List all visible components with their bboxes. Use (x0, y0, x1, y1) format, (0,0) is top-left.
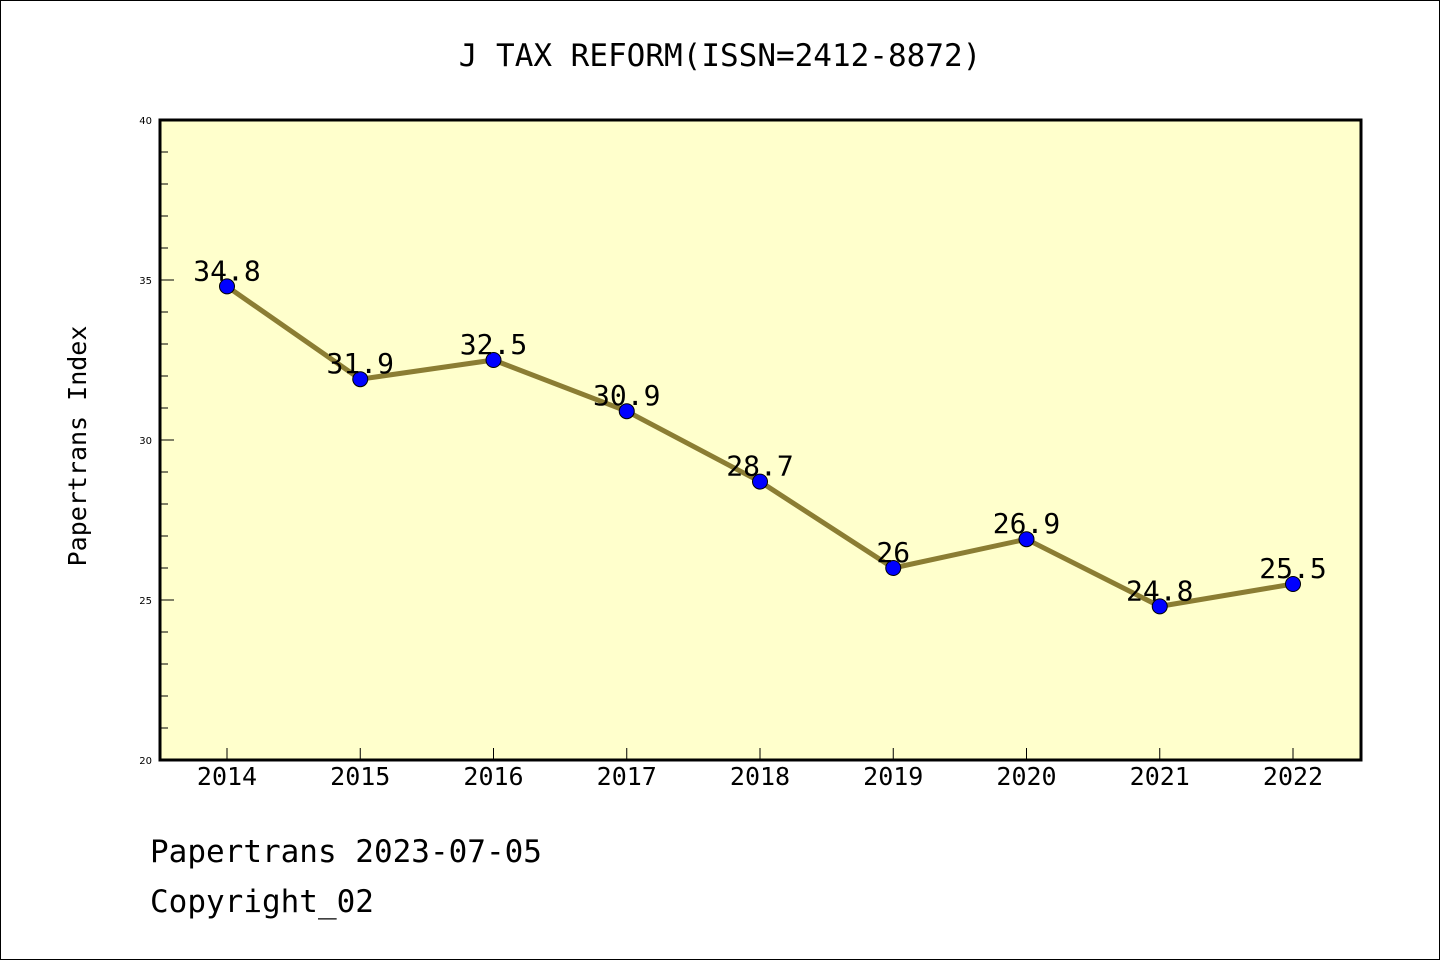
plot-area (160, 120, 1361, 760)
x-tick-label: 2015 (330, 762, 390, 791)
data-label: 34.8 (193, 254, 260, 287)
data-label: 32.5 (460, 328, 527, 361)
y-tick-label: 20 (139, 756, 152, 767)
x-tick-label: 2018 (730, 762, 790, 791)
data-labels-group: 34.8 31.9 32.5 30.9 28.7 26 26.9 24.8 25.5 (193, 254, 1326, 607)
chart-title: J TAX REFORM(ISSN=2412-8872) (459, 38, 982, 74)
footer-date-line: Papertrans 2023-07-05 (150, 834, 542, 870)
data-label: 26 (876, 536, 910, 569)
series-points-group (219, 278, 1301, 615)
x-tick-label: 2021 (1130, 762, 1190, 791)
x-tick-label: 2022 (1263, 762, 1323, 791)
footer-copyright-line: Copyright_02 (150, 884, 374, 920)
x-tick-label: 2019 (863, 762, 923, 791)
data-point (1285, 576, 1301, 592)
data-point (1018, 531, 1035, 548)
x-tick-label: 2014 (197, 762, 257, 791)
data-label: 24.8 (1126, 574, 1193, 607)
data-label: 31.9 (327, 347, 394, 380)
data-point (485, 352, 502, 368)
data-point (219, 278, 235, 295)
x-tick-label: 2016 (463, 762, 523, 791)
y-axis-label: Papertrans Index (63, 326, 92, 567)
data-point (752, 473, 768, 490)
data-point (618, 403, 635, 420)
data-point (1151, 598, 1168, 615)
x-axis-ticks: 2014 2015 2016 2017 2018 2019 2020 2021 2022 (197, 748, 1323, 791)
y-tick-label: 40 (139, 116, 152, 127)
data-label: 30.9 (593, 379, 660, 412)
data-label: 26.9 (993, 507, 1060, 540)
data-label: 25.5 (1259, 552, 1326, 585)
data-label: 28.7 (726, 450, 793, 483)
data-point (885, 560, 902, 576)
plot-border (158, 118, 1363, 762)
data-point (352, 371, 369, 388)
x-tick-label: 2017 (597, 762, 657, 791)
y-tick-label: 30 (139, 436, 152, 447)
y-tick-label: 25 (139, 596, 152, 607)
y-tick-label: 35 (139, 276, 152, 287)
x-tick-label: 2020 (996, 762, 1056, 791)
